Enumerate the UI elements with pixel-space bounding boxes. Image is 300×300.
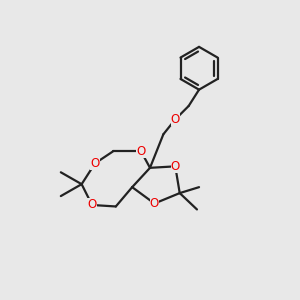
Text: O: O [136,145,146,158]
Text: O: O [150,197,159,210]
Text: O: O [90,157,100,170]
Text: O: O [171,160,180,173]
Text: O: O [171,113,180,126]
Text: O: O [87,199,97,212]
